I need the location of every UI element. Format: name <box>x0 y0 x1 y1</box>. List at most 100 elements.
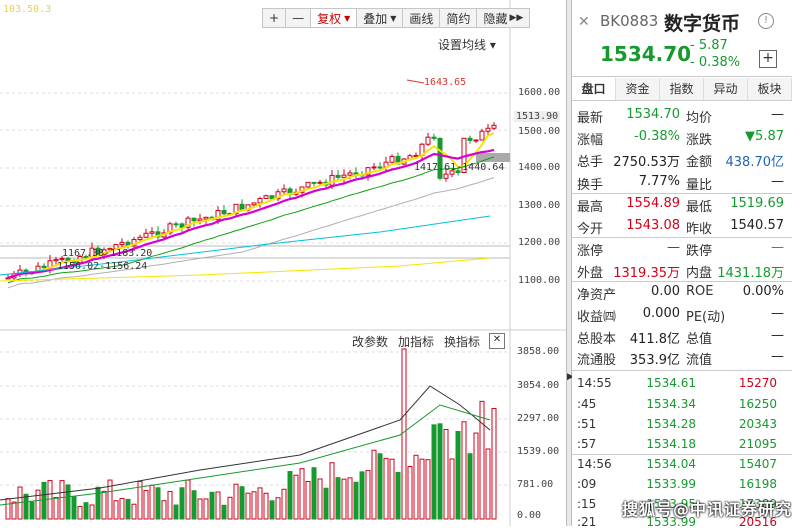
volume-bar <box>29 501 35 520</box>
volume-bar <box>317 478 323 520</box>
candle-body <box>257 197 263 204</box>
candle-body <box>275 191 281 200</box>
quote-value: 0.00 <box>651 284 680 299</box>
tab-bankuai[interactable]: 板块 <box>748 78 792 100</box>
quote-value: 1534.70 <box>626 107 680 122</box>
quote-label: 总值 <box>686 332 713 347</box>
quote-value: 438.70亿 <box>725 155 785 170</box>
price-axis: 1600.00 1513.90 1500.00 1400.00 1300.00 … <box>510 0 566 330</box>
fuquan-dropdown[interactable]: 复权 ▼ <box>310 8 358 28</box>
volume-bar <box>395 471 401 520</box>
tab-yidong[interactable]: 异动 <box>704 78 748 100</box>
divider <box>572 237 792 238</box>
candle-body <box>437 137 443 179</box>
volume-bar <box>101 490 107 520</box>
watermark-text: 搜狐号@中讯证券研究 <box>622 500 792 519</box>
quote-value: — <box>771 240 784 255</box>
tab-zijin[interactable]: 资金 <box>616 78 660 100</box>
vol-tick: 2297.00 <box>517 413 560 424</box>
tick-volume: 15270 <box>738 376 777 390</box>
hide-button[interactable]: 隐藏 ▶▶ <box>476 8 531 28</box>
quote-panel: ✕ BK0883 数字货币 ! 1534.70 - 5.87 - 0.38% +… <box>572 0 792 529</box>
overlay-dropdown[interactable]: 叠加 ▼ <box>356 8 404 28</box>
brief-button[interactable]: 简约 <box>439 8 478 28</box>
ma-line <box>0 215 491 276</box>
edit-params-button[interactable]: 改参数 <box>352 335 389 349</box>
volume-bar <box>365 470 371 520</box>
tab-zhishu[interactable]: 指数 <box>660 78 704 100</box>
quote-label: 跌停 <box>686 244 713 259</box>
tick-price: 1534.28 <box>646 417 696 431</box>
volume-bar <box>287 471 293 520</box>
candle-body <box>269 195 275 200</box>
candle-body <box>251 202 257 206</box>
candle-body <box>311 181 317 184</box>
tick-time: :09 <box>577 477 597 491</box>
quote-label: 净资产 <box>577 288 617 303</box>
volume-bar <box>425 459 431 520</box>
ma-line <box>0 257 491 282</box>
quote-row: 涨停 — 跌停 — <box>572 237 792 259</box>
tick-time: :45 <box>577 397 597 411</box>
zoom-out-button[interactable]: — <box>285 8 312 28</box>
quote-value: 411.8亿 <box>629 332 680 347</box>
tick-row: :51 1534.28 20343 <box>572 415 792 434</box>
info-icon[interactable]: ! <box>758 13 774 29</box>
quote-value: 1319.35万 <box>613 266 680 281</box>
set-ma-button[interactable]: 设置均线 ▾ <box>438 38 496 52</box>
vol-tick: 781.00 <box>517 479 554 490</box>
volume-bar <box>215 491 221 520</box>
volume-bar <box>485 448 491 520</box>
vol-tick: 0.00 <box>517 510 542 521</box>
tick-volume: 15407 <box>738 457 777 471</box>
tick-volume: 21095 <box>738 437 777 451</box>
volume-bar <box>245 492 251 520</box>
quote-value: 353.9亿 <box>629 353 680 368</box>
volume-bar <box>107 479 113 520</box>
volume-bar <box>209 491 215 520</box>
draw-line-button[interactable]: 画线 <box>402 8 441 28</box>
candle-body <box>173 223 179 226</box>
volume-bar <box>263 492 269 520</box>
volume-bar <box>197 498 203 520</box>
zoom-in-button[interactable]: + <box>262 8 287 28</box>
quote-row: 最新 1534.70 均价 — <box>572 104 792 126</box>
quote-label: 外盘 <box>577 266 604 281</box>
chevron-down-icon: ▼ <box>390 13 397 23</box>
tab-pankou[interactable]: 盘口 <box>572 78 616 100</box>
kline-svg[interactable] <box>0 0 566 526</box>
close-icon[interactable]: ✕ <box>578 14 590 30</box>
volume-bar <box>335 477 341 520</box>
volume-bar <box>443 429 449 520</box>
kline-chart-area[interactable]: 103.50.3 + — 复权 ▼ 叠加 ▼ 画线 简约 隐藏 ▶▶ 设置均线 ▾ 1… <box>0 0 566 526</box>
panel-splitter[interactable] <box>566 0 572 526</box>
divider <box>572 454 792 455</box>
price-tick: 1400.00 <box>518 162 561 173</box>
candle-body <box>185 217 191 228</box>
last-price: 1534.70 <box>600 42 692 66</box>
volume-bar <box>389 458 395 520</box>
quote-value: ▼5.87 <box>745 129 784 144</box>
tick-time: :57 <box>577 437 597 451</box>
quote-value: -0.38% <box>634 129 680 144</box>
quote-value: 0.00% <box>742 284 784 299</box>
quote-row: 收益㈣ 0.000 PE(动) — <box>572 303 792 325</box>
switch-indicator-button[interactable]: 换指标 <box>444 335 481 349</box>
volume-bar <box>449 458 455 520</box>
add-watchlist-button[interactable]: + <box>759 50 777 68</box>
tick-price: 1534.18 <box>646 437 696 451</box>
quote-label: 量比 <box>686 178 713 193</box>
quote-value: 1554.89 <box>626 196 680 211</box>
candle-body <box>221 210 227 215</box>
high-pointer <box>406 79 425 84</box>
tick-row: :09 1533.99 16198 <box>572 475 792 494</box>
collapse-arrow-icon[interactable]: ▶ <box>567 372 574 382</box>
volume-bar <box>95 486 101 520</box>
quote-value: 1543.08 <box>626 218 680 233</box>
quote-label: 最新 <box>577 111 604 126</box>
volume-bar <box>203 498 209 520</box>
vol-tick: 3054.00 <box>517 380 560 391</box>
add-indicator-button[interactable]: 加指标 <box>398 335 435 349</box>
candle-body <box>197 218 203 222</box>
close-indicator-button[interactable]: ✕ <box>489 333 505 349</box>
